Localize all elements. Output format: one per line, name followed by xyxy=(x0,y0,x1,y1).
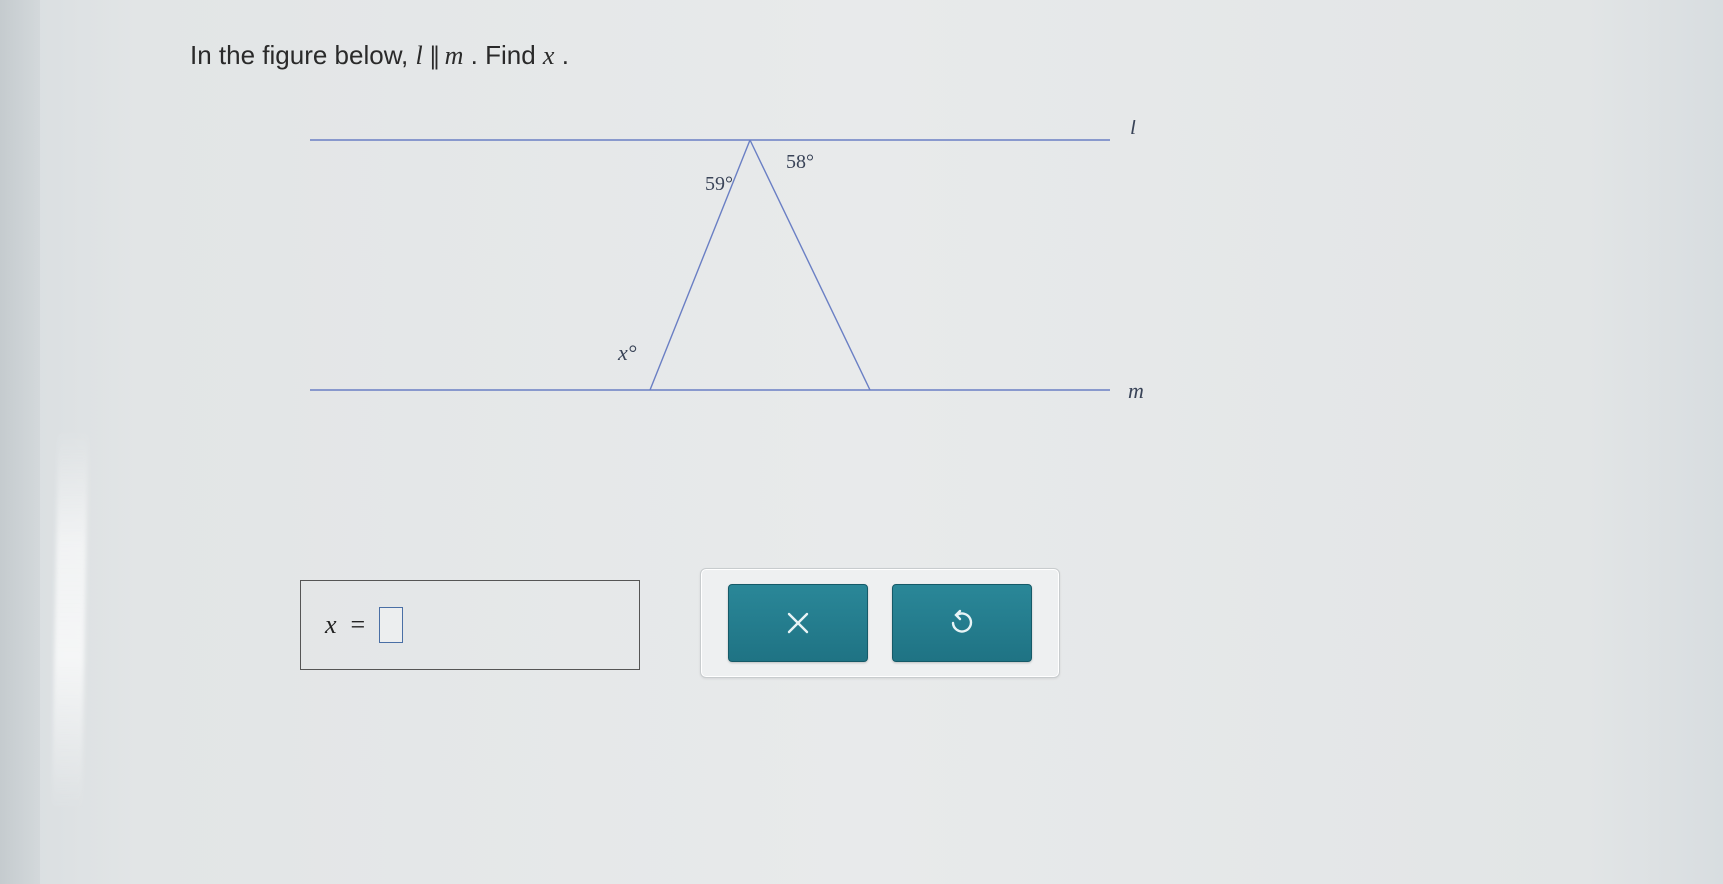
triangle-right-side xyxy=(750,140,870,390)
triangle-left-side xyxy=(650,140,750,390)
prompt-var-x: x xyxy=(543,41,555,70)
prompt-text: In the figure below, l || m . Find x . xyxy=(190,40,569,71)
screen-glare xyxy=(52,430,89,810)
geometry-diagram: l m 59° 58° x° xyxy=(310,120,1150,420)
label-line-l: l xyxy=(1130,120,1136,139)
prompt-suffix: . xyxy=(562,40,569,70)
answer-eq: = xyxy=(351,610,366,640)
x-icon xyxy=(784,609,812,637)
angle-59: 59° xyxy=(705,173,733,195)
problem-page: In the figure below, l || m . Find x . l… xyxy=(0,0,1723,884)
answer-var: x xyxy=(325,610,337,640)
clear-button[interactable] xyxy=(728,584,868,662)
undo-icon xyxy=(947,608,977,638)
label-line-m: m xyxy=(1128,378,1144,403)
angle-58: 58° xyxy=(786,151,814,173)
prompt-var-l: l xyxy=(415,41,422,70)
undo-button[interactable] xyxy=(892,584,1032,662)
parallel-symbol: || xyxy=(430,41,437,70)
button-tray xyxy=(700,568,1060,678)
prompt-var-m: m xyxy=(445,41,464,70)
prompt-middle: . Find xyxy=(471,40,543,70)
left-edge-shadow xyxy=(0,0,40,884)
answer-box: x = xyxy=(300,580,640,670)
answer-input[interactable] xyxy=(379,607,403,643)
prompt-prefix: In the figure below, xyxy=(190,40,415,70)
angle-x: x° xyxy=(617,340,637,365)
